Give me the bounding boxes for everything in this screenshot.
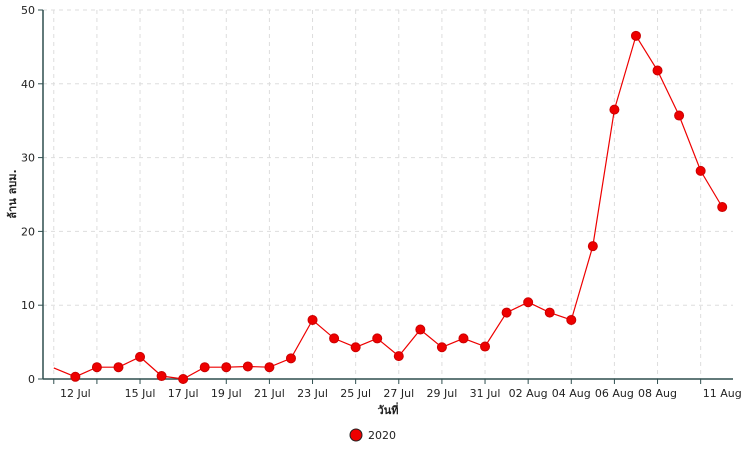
data-point[interactable] (393, 351, 404, 362)
legend-label: 2020 (368, 429, 396, 442)
y-tick-label: 10 (21, 299, 35, 312)
y-axis: 0 10 20 30 40 50 (21, 4, 43, 386)
data-point[interactable] (242, 361, 253, 372)
x-tick-label: 06 Aug (595, 387, 634, 400)
data-point[interactable] (91, 362, 102, 373)
data-point[interactable] (372, 333, 383, 344)
data-point[interactable] (523, 297, 534, 308)
x-tick-label: 25 Jul (340, 387, 371, 400)
x-axis: 12 Jul 15 Jul 17 Jul 19 Jul 21 Jul 23 Jul 25 J… (53, 379, 742, 400)
data-point[interactable] (652, 65, 663, 76)
x-tick-label: 21 Jul (254, 387, 285, 400)
data-point[interactable] (178, 374, 189, 384)
x-tick-label: 27 Jul (383, 387, 414, 400)
x-tick-label: 31 Jul (470, 387, 501, 400)
data-point[interactable] (587, 241, 598, 252)
x-tick-label: 29 Jul (427, 387, 458, 400)
y-tick-label: 20 (21, 225, 35, 238)
x-axis-title: วันที่ (378, 402, 399, 417)
data-point[interactable] (717, 202, 728, 213)
data-point[interactable] (135, 351, 146, 362)
data-point[interactable] (458, 333, 469, 344)
data-point[interactable] (113, 362, 124, 373)
data-point[interactable] (307, 314, 318, 325)
data-point[interactable] (70, 371, 81, 382)
data-point[interactable] (199, 362, 210, 373)
data-point[interactable] (156, 371, 167, 382)
data-point[interactable] (674, 110, 685, 121)
data-point[interactable] (695, 165, 706, 176)
data-point[interactable] (350, 342, 361, 353)
data-point[interactable] (329, 333, 340, 344)
data-point[interactable] (221, 362, 232, 373)
series-group (53, 30, 728, 384)
data-point[interactable] (285, 353, 296, 364)
data-point[interactable] (480, 341, 491, 352)
x-tick-label: 04 Aug (552, 387, 591, 400)
y-tick-label: 30 (21, 152, 35, 165)
y-tick-label: 50 (21, 4, 35, 17)
x-tick-label: 19 Jul (211, 387, 242, 400)
data-point[interactable] (630, 30, 641, 41)
data-point[interactable] (544, 307, 555, 318)
series-line (53, 34, 723, 380)
grid (43, 9, 733, 379)
x-tick-label: 23 Jul (297, 387, 328, 400)
data-point[interactable] (566, 314, 577, 325)
axes (42, 10, 733, 380)
data-point[interactable] (501, 307, 512, 318)
y-tick-label: 40 (21, 78, 35, 91)
x-tick-label: 08 Aug (638, 387, 677, 400)
y-tick-label: 0 (28, 373, 35, 386)
data-point[interactable] (415, 324, 426, 335)
x-tick-label: 02 Aug (509, 387, 548, 400)
x-tick-label: 12 Jul (60, 387, 91, 400)
data-point[interactable] (609, 104, 620, 115)
data-point[interactable] (264, 362, 275, 373)
y-axis-title: ล้าน ลบม. (6, 169, 19, 218)
x-tick-label: 17 Jul (168, 387, 199, 400)
x-tick-label: 15 Jul (125, 387, 156, 400)
legend-marker (349, 428, 363, 442)
legend[interactable]: 2020 (349, 428, 396, 442)
x-tick-label: 11 Aug (703, 387, 742, 400)
data-point[interactable] (436, 342, 447, 353)
